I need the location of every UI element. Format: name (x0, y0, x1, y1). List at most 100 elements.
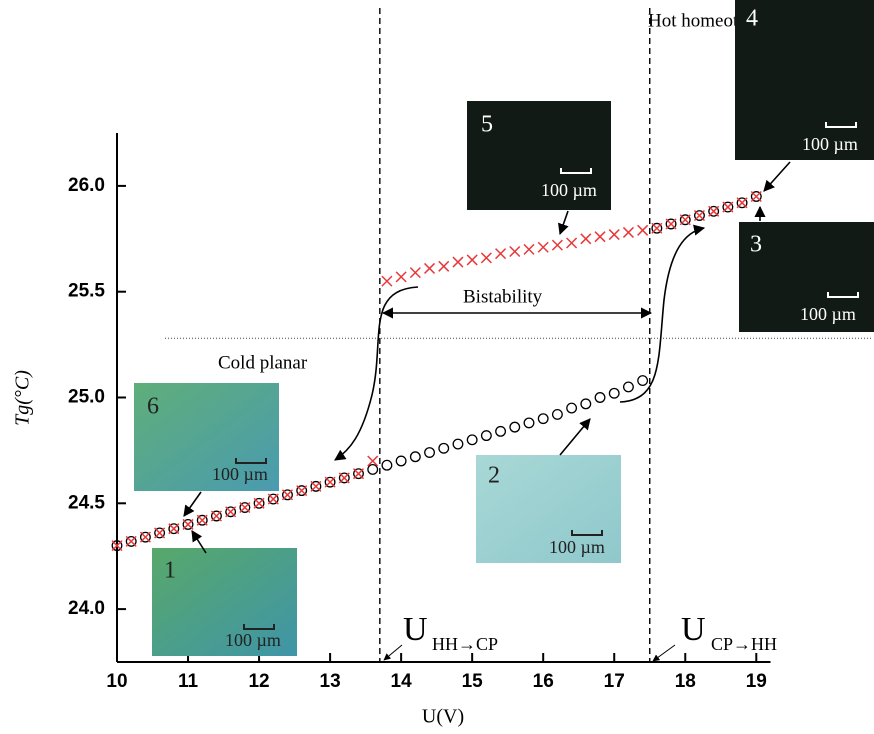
data-point (509, 245, 521, 258)
annotation: U (681, 611, 706, 648)
data-point (566, 402, 578, 414)
data-point (694, 210, 705, 221)
scale-label: 100 µm (549, 537, 605, 557)
data-point (509, 421, 521, 433)
data-point (253, 497, 265, 509)
scale-label: 100 µm (225, 630, 281, 650)
data-point (480, 430, 492, 442)
data-point (594, 392, 606, 403)
x-tick-label: 12 (248, 671, 269, 692)
data-point (338, 472, 350, 484)
data-point (310, 480, 322, 492)
data-point (139, 531, 151, 543)
data-point (267, 493, 279, 505)
data-point (353, 468, 364, 480)
data-point (281, 489, 294, 501)
annotation: Bistability (463, 286, 543, 307)
annotation: U (403, 611, 428, 648)
scale-label: 100 µm (212, 464, 268, 484)
data-point (580, 233, 592, 245)
x-tick-label: 10 (106, 671, 127, 692)
data-point (466, 434, 478, 446)
data-point (750, 191, 762, 202)
data-point (182, 519, 194, 530)
data-point (665, 218, 677, 230)
inset-label: 2 (488, 463, 500, 489)
data-point (651, 222, 663, 234)
y-axis-label: Tg(°C) (12, 370, 34, 426)
data-point (679, 214, 691, 226)
data-point (324, 476, 336, 488)
annotation: CP→HH (711, 634, 777, 654)
data-point (352, 468, 365, 480)
inset-label: 3 (750, 232, 762, 258)
scale-label: 100 µm (800, 304, 856, 324)
data-point (395, 271, 407, 283)
data-point (424, 262, 436, 274)
data-point (139, 531, 151, 543)
y-tick-label: 24.0 (68, 598, 105, 619)
data-point (708, 205, 720, 217)
data-point (310, 480, 322, 492)
data-point (679, 214, 691, 226)
data-point (253, 497, 265, 509)
data-point (622, 381, 634, 393)
data-point (452, 256, 464, 268)
data-point (282, 489, 293, 501)
data-point (750, 190, 762, 203)
data-point (438, 260, 450, 272)
annotation: HH→CP (432, 634, 498, 654)
data-point (196, 514, 208, 526)
x-tick-label: 17 (604, 671, 625, 692)
data-point (523, 417, 535, 429)
data-point (665, 218, 677, 230)
data-point (381, 275, 393, 287)
data-point (111, 540, 123, 552)
x-tick-label: 16 (533, 671, 554, 692)
inset: 2 100 µm (476, 455, 621, 563)
data-point (551, 408, 563, 420)
data-point (409, 451, 421, 463)
data-point (182, 518, 194, 530)
data-point (736, 197, 748, 209)
data-point (551, 239, 563, 251)
y-tick-label: 24.5 (68, 492, 105, 513)
data-point (693, 209, 705, 222)
data-point (637, 224, 649, 236)
x-axis-label: U(V) (422, 706, 464, 728)
data-point (111, 540, 123, 552)
data-point (566, 237, 578, 249)
data-point (338, 472, 350, 484)
data-point (736, 197, 748, 209)
y-tick-label: 25.0 (68, 387, 105, 408)
data-point (637, 375, 649, 387)
data-point (608, 229, 620, 241)
data-point (154, 527, 166, 539)
annotation: Cold planar (218, 352, 308, 373)
arrows (183, 161, 791, 662)
data-point (239, 502, 251, 514)
data-point (324, 476, 336, 488)
inset: 3 100 µm (739, 222, 874, 332)
x-tick-label: 19 (746, 671, 767, 692)
data-point (154, 527, 166, 539)
inset-label: 4 (746, 6, 758, 32)
data-point (495, 248, 507, 260)
scale-label: 100 µm (802, 134, 858, 154)
data-point (196, 514, 208, 526)
data-point (409, 267, 421, 279)
inset: 6 100 µm (134, 383, 279, 491)
data-point (381, 459, 393, 471)
data-point (367, 455, 379, 467)
y-tick-label: 26.0 (68, 175, 105, 196)
data-point (580, 398, 592, 410)
data-point (239, 502, 251, 513)
inset-label: 1 (164, 558, 176, 584)
data-point (424, 447, 435, 458)
data-point (296, 485, 308, 497)
plot-layer: 24.024.525.025.526.010 11 12 13 14 15 16 17 18 19 (68, 8, 872, 692)
data-point (395, 455, 407, 467)
data-point (537, 413, 549, 425)
data-point (466, 254, 478, 266)
